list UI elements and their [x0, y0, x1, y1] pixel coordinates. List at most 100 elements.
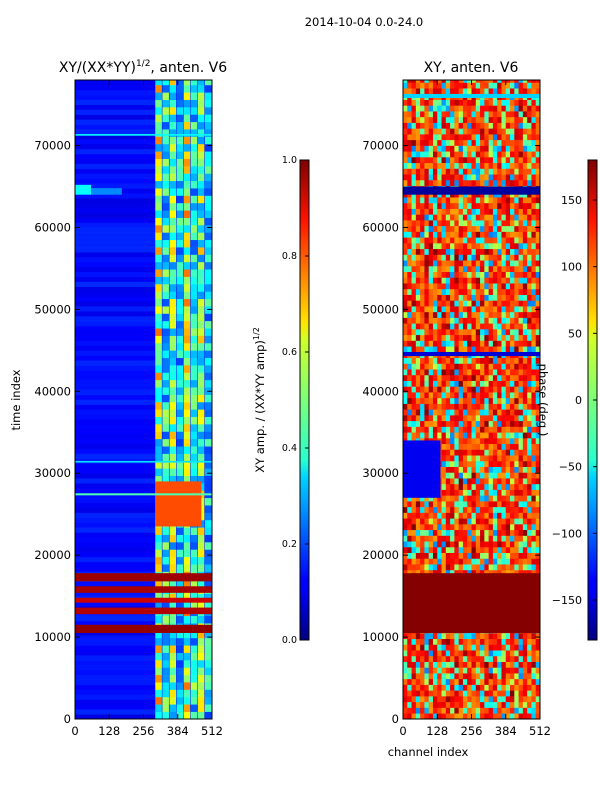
phase-cell	[424, 546, 429, 553]
phase-cell	[480, 116, 485, 123]
activity-cell	[176, 306, 184, 314]
phase-cell	[424, 541, 429, 548]
texture-row	[75, 178, 212, 184]
activity-cell	[162, 84, 169, 93]
activity-cell	[176, 704, 184, 712]
activity-cell	[169, 225, 177, 233]
phase-cell	[462, 288, 468, 295]
colorbar-tick-label: 0.2	[282, 539, 297, 550]
phase-cell	[522, 225, 528, 232]
phase-cell	[450, 380, 455, 387]
texture-row	[75, 237, 212, 243]
phase-cell	[488, 197, 494, 204]
heatmap-feature	[75, 134, 212, 136]
activity-cell	[176, 166, 184, 174]
phase-cell	[432, 420, 438, 427]
activity-cell	[155, 630, 162, 639]
phase-cell	[488, 254, 494, 261]
phase-cell	[450, 558, 455, 565]
activity-cell	[197, 431, 205, 440]
phase-cell	[501, 564, 507, 571]
phase-cell	[467, 701, 472, 708]
phase-cell	[480, 546, 485, 553]
activity-cell	[155, 379, 162, 388]
activity-cell	[204, 401, 212, 410]
phase-cell	[488, 248, 494, 255]
activity-cell	[162, 401, 169, 410]
phase-cell	[441, 415, 447, 422]
activity-cell	[204, 379, 212, 388]
phase-cell	[535, 300, 540, 307]
phase-cell	[462, 655, 468, 662]
activity-cell	[204, 615, 212, 624]
phase-cell	[467, 466, 472, 473]
phase-cell	[415, 524, 421, 531]
phase-cell	[441, 162, 447, 169]
phase-cell	[424, 329, 429, 336]
phase-cell	[441, 466, 447, 473]
phase-cell	[522, 288, 528, 295]
phase-cell	[531, 524, 537, 531]
left-axis-ticks: 0 128 256 384 512010000200003000040000500006…	[34, 80, 223, 738]
phase-cell	[510, 380, 515, 387]
phase-cell	[505, 277, 511, 284]
phase-cell	[411, 288, 417, 295]
phase-cell	[475, 197, 481, 204]
activity-cell	[190, 387, 198, 395]
phase-cell	[488, 99, 494, 106]
phase-cell	[420, 243, 425, 250]
texture-row	[75, 473, 212, 479]
phase-cell	[454, 311, 459, 318]
phase-cell	[492, 501, 498, 508]
activity-cell	[204, 564, 212, 572]
activity-cell	[204, 306, 212, 314]
phase-cell	[403, 655, 408, 662]
phase-cell	[415, 168, 421, 175]
phase-cell	[475, 655, 481, 662]
phase-cell	[450, 99, 455, 106]
phase-cell	[535, 678, 540, 685]
phase-cell	[510, 678, 515, 685]
activity-cell	[197, 107, 205, 115]
phase-cell	[527, 638, 532, 645]
phase-cell	[514, 340, 519, 347]
phase-cell	[437, 145, 442, 152]
phase-cell	[462, 197, 468, 204]
phase-cell	[411, 340, 417, 347]
phase-cell	[411, 260, 417, 267]
phase-cell	[535, 231, 540, 238]
phase-cell	[407, 168, 412, 175]
phase-cell	[514, 214, 519, 221]
phase-cell	[497, 225, 502, 232]
phase-cell	[445, 243, 451, 250]
phase-cell	[514, 460, 519, 467]
activity-cell	[204, 269, 212, 277]
activity-cell	[183, 158, 191, 167]
phase-cell	[403, 288, 408, 295]
phase-cell	[480, 684, 485, 691]
activity-cell	[176, 225, 184, 233]
phase-cell	[445, 569, 451, 576]
phase-cell	[467, 254, 472, 261]
phase-cell	[462, 283, 468, 290]
texture-row	[75, 227, 212, 233]
phase-cell	[510, 329, 515, 336]
phase-cell	[522, 558, 528, 565]
activity-cell	[204, 320, 212, 329]
phase-cell	[484, 363, 489, 370]
phase-cell	[535, 243, 540, 250]
phase-cell	[450, 524, 455, 531]
texture-row	[75, 709, 212, 715]
activity-cell	[155, 556, 162, 565]
phase-cell	[450, 82, 455, 89]
activity-cell	[204, 527, 212, 535]
activity-cell	[204, 158, 212, 167]
phase-cell	[488, 231, 494, 238]
phase-cell	[450, 535, 455, 542]
phase-cell	[510, 655, 515, 662]
activity-cell	[183, 320, 191, 329]
activity-cell	[197, 564, 205, 572]
phase-cell	[471, 363, 477, 370]
phase-cell	[484, 432, 489, 439]
phase-cell	[501, 254, 507, 261]
